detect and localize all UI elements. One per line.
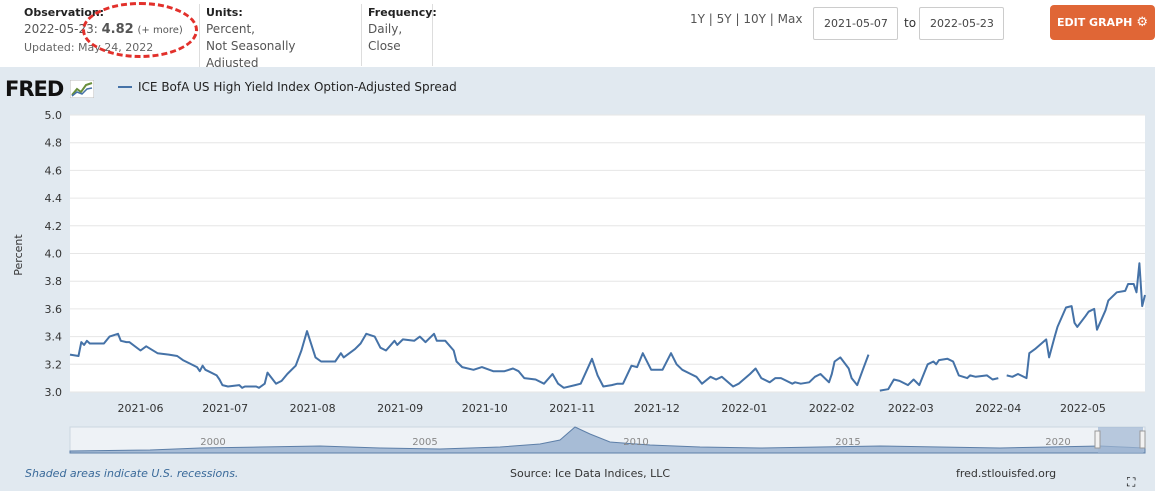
range-separator: | bbox=[735, 12, 744, 26]
frequency-line2: Close bbox=[368, 39, 401, 53]
units-line1: Percent, bbox=[206, 22, 255, 36]
observation-block: Observation: 2022-05-23: 4.82 (+ more) U… bbox=[24, 4, 199, 56]
recession-note: Shaded areas indicate U.S. recessions. bbox=[25, 467, 239, 480]
observation-more-link[interactable]: (+ more) bbox=[137, 25, 183, 36]
fred-logo-text: FRED bbox=[5, 77, 64, 101]
units-label: Units: bbox=[206, 6, 243, 19]
y-tick-label: 4.0 bbox=[45, 248, 63, 261]
date-to-label: to bbox=[904, 16, 917, 30]
x-tick-label: 2021-12 bbox=[634, 402, 680, 415]
source-note: Source: Ice Data Indices, LLC bbox=[510, 467, 671, 480]
y-tick-label: 4.4 bbox=[45, 192, 63, 205]
units-block: Units: Percent, Not Seasonally Adjusted bbox=[199, 4, 349, 72]
chart-panel: FRED ICE BofA US High Yield Index Option… bbox=[0, 67, 1155, 491]
x-tick-label: 2021-10 bbox=[462, 402, 508, 415]
range-5y-link[interactable]: 5Y bbox=[716, 12, 732, 26]
series-line bbox=[879, 357, 999, 392]
frequency-line1: Daily, bbox=[368, 22, 403, 36]
series-lines bbox=[69, 262, 1146, 392]
navigator-year-label: 2010 bbox=[623, 437, 648, 448]
x-tick-label: 2021-06 bbox=[118, 402, 164, 415]
x-tick-label: 2022-04 bbox=[975, 402, 1021, 415]
x-tick-label: 2021-11 bbox=[549, 402, 595, 415]
x-tick-label: 2022-05 bbox=[1060, 402, 1106, 415]
x-tick-label: 2022-02 bbox=[809, 402, 855, 415]
x-tick-label: 2021-08 bbox=[290, 402, 336, 415]
x-tick-label: 2022-01 bbox=[721, 402, 767, 415]
navigator-year-label: 2005 bbox=[412, 437, 437, 448]
units-line2: Not Seasonally Adjusted bbox=[206, 39, 296, 70]
y-tick-label: 3.0 bbox=[45, 386, 63, 399]
navigator-year-label: 2000 bbox=[200, 437, 225, 448]
line-chart: 3.0 3.2 3.4 3.6 3.8 4.0 4.2 4.4 4.6 4.8 5.0 2021-0… bbox=[12, 109, 1146, 454]
observation-updated: Updated: May 24, 2022 bbox=[24, 41, 154, 54]
y-tick-label: 3.6 bbox=[45, 303, 63, 316]
edit-graph-label: EDIT GRAPH bbox=[1056, 16, 1133, 29]
site-link[interactable]: fred.stlouisfed.org bbox=[956, 467, 1057, 480]
navigator-selection[interactable] bbox=[1098, 427, 1143, 453]
y-tick-label: 4.8 bbox=[45, 137, 63, 150]
range-separator: | bbox=[708, 12, 717, 26]
y-tick-label: 4.6 bbox=[45, 164, 63, 177]
range-10y-link[interactable]: 10Y bbox=[743, 12, 766, 26]
x-axis-ticks: 2021-06 2021-07 2021-08 2021-09 2021-10 2021-… bbox=[118, 402, 1106, 415]
navigator-history-area bbox=[69, 426, 1146, 454]
y-tick-label: 3.2 bbox=[45, 358, 63, 371]
y-axis-ticks: 3.0 3.2 3.4 3.6 3.8 4.0 4.2 4.4 4.6 4.8 5.0 bbox=[45, 109, 63, 399]
date-from-input[interactable] bbox=[813, 7, 898, 40]
range-1y-link[interactable]: 1Y bbox=[690, 12, 705, 26]
date-to-input[interactable] bbox=[919, 7, 1004, 40]
y-axis-label: Percent bbox=[12, 234, 25, 276]
series-line bbox=[69, 330, 870, 389]
x-tick-label: 2022-03 bbox=[888, 402, 934, 415]
frequency-label: Frequency: bbox=[368, 6, 437, 19]
series-line bbox=[1006, 262, 1146, 380]
edit-graph-button[interactable]: EDIT GRAPH ⚙ bbox=[1050, 5, 1155, 40]
y-tick-label: 4.2 bbox=[45, 220, 63, 233]
gear-icon: ⚙ bbox=[1136, 15, 1148, 30]
series-header: Observation: 2022-05-23: 4.82 (+ more) U… bbox=[0, 0, 1155, 72]
fullscreen-icon[interactable]: ⛶ bbox=[1127, 475, 1136, 489]
observation-label: Observation: bbox=[24, 6, 105, 19]
y-tick-label: 3.8 bbox=[45, 275, 63, 288]
range-links: 1Y | 5Y | 10Y | Max bbox=[690, 12, 802, 26]
range-navigator[interactable]: 2000 2005 2010 2015 2020 bbox=[69, 426, 1146, 454]
legend-swatch bbox=[118, 86, 132, 88]
navigator-right-handle[interactable] bbox=[1139, 430, 1146, 449]
legend-series-name: ICE BofA US High Yield Index Option-Adju… bbox=[138, 80, 457, 94]
x-tick-label: 2021-09 bbox=[377, 402, 423, 415]
navigator-left-handle[interactable] bbox=[1094, 430, 1101, 449]
y-tick-label: 5.0 bbox=[45, 109, 63, 122]
frequency-block: Frequency: Daily, Close bbox=[361, 4, 437, 66]
range-separator: | bbox=[769, 12, 778, 26]
observation-date: 2022-05-23: bbox=[24, 22, 98, 36]
grid-lines bbox=[70, 114, 1145, 393]
range-max-link[interactable]: Max bbox=[777, 12, 803, 26]
navigator-year-label: 2015 bbox=[835, 437, 860, 448]
x-tick-label: 2021-07 bbox=[202, 402, 248, 415]
navigator-year-label: 2020 bbox=[1045, 437, 1070, 448]
y-tick-label: 3.4 bbox=[45, 331, 63, 344]
observation-value: 4.82 bbox=[101, 22, 134, 37]
chart-legend: ICE BofA US High Yield Index Option-Adju… bbox=[118, 80, 457, 94]
